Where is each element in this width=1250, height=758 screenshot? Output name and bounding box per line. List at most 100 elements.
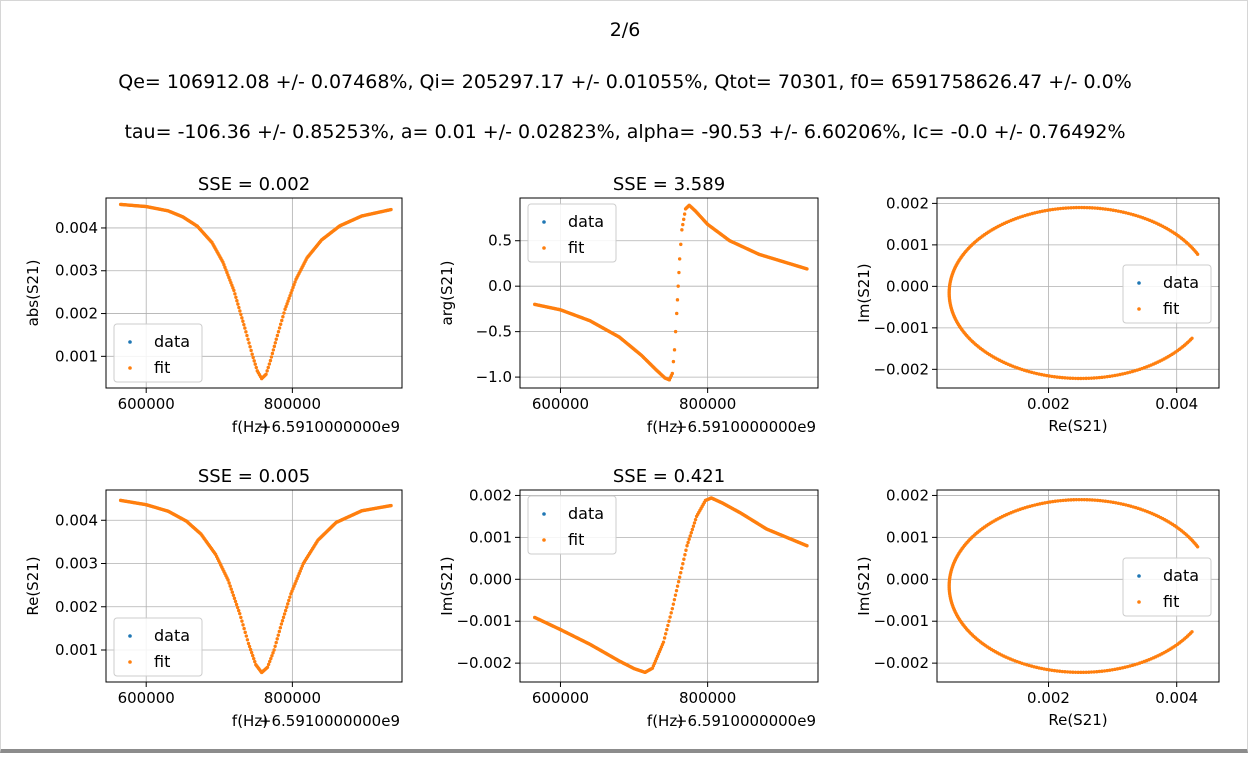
y-tick-label: 0.004 [55, 511, 98, 529]
legend-label: fit [1163, 592, 1179, 611]
fit-point [287, 598, 291, 603]
legend: data fit [1122, 264, 1212, 324]
x-tick-label: 0.004 [1155, 689, 1198, 707]
fit-point [291, 285, 295, 290]
fit-point [1050, 668, 1054, 672]
fit-point [232, 288, 236, 293]
fit-point [1103, 207, 1108, 211]
fit-point [1079, 205, 1084, 210]
x-offset-label: +6.5910000000e9 [675, 712, 816, 730]
x-axis-label: f(Hz) [647, 712, 683, 730]
axes-frame [936, 197, 1220, 389]
fit-point [1039, 666, 1044, 671]
legend-marker [542, 246, 546, 250]
axes-frame [519, 489, 819, 683]
fit-point [1116, 501, 1121, 505]
fit-point [265, 369, 269, 373]
series-fit [947, 497, 1200, 675]
fit-point [249, 650, 254, 655]
fit-point [1055, 375, 1059, 379]
fit-point [1102, 669, 1107, 673]
fit-point [662, 636, 667, 640]
legend-marker [542, 220, 546, 224]
fit-point [679, 571, 683, 575]
fit-point [1098, 498, 1102, 503]
fit-point [233, 599, 238, 604]
fit-point [1045, 500, 1050, 505]
fit-point [676, 579, 681, 584]
y-tick-label: 0.002 [469, 486, 512, 504]
fit-point [1056, 207, 1060, 211]
fit-point [284, 605, 289, 609]
fit-point [1064, 206, 1068, 210]
fit-point [290, 288, 294, 292]
legend-box [527, 203, 617, 263]
legend-label: fit [1163, 299, 1179, 318]
y-axis-label: arg(S21) [438, 261, 456, 326]
fit-point [672, 597, 677, 602]
fit-point [1060, 669, 1065, 674]
legend-marker [1137, 574, 1141, 578]
fit-point [1077, 205, 1081, 210]
fit-point [680, 228, 684, 232]
fit-point [241, 319, 245, 323]
fit-point [1111, 208, 1115, 212]
fit-point [239, 312, 243, 317]
series-fit [947, 205, 1200, 381]
fit-point [271, 348, 276, 352]
fit-point [1040, 501, 1045, 506]
fit-point [1082, 497, 1087, 502]
fit-point [1108, 500, 1113, 504]
fit-point [1060, 375, 1065, 380]
y-tick-label: 0.0 [488, 277, 512, 295]
legend-marker [128, 340, 132, 344]
fit-point [1072, 498, 1076, 502]
fit-point [1081, 376, 1086, 381]
fit-point [675, 311, 679, 316]
fit-point [287, 296, 291, 301]
x-axis-label: f(Hz) [232, 712, 268, 730]
fit-point [289, 291, 293, 295]
fit-point [286, 602, 290, 606]
fit-point [667, 619, 671, 623]
fit-point [682, 212, 687, 216]
y-axis-label: abs(S21) [24, 260, 42, 327]
fit-point [1045, 373, 1049, 378]
fit-point [230, 283, 234, 287]
fit-point [232, 596, 237, 601]
fit-point [1064, 498, 1068, 502]
series-fit [118, 202, 393, 381]
fit-point [687, 537, 691, 541]
legend-marker [128, 660, 132, 664]
x-tick-label: 0.002 [1027, 689, 1070, 707]
subplot-title: SSE = 0.005 [198, 466, 310, 487]
legend-marker [542, 538, 546, 542]
fit-point [1052, 375, 1057, 379]
y-tick-label: −0.002 [456, 654, 512, 672]
fit-point [1042, 667, 1046, 671]
y-tick-label: 0.5 [488, 232, 512, 250]
x-offset-label: +6.5910000000e9 [259, 418, 400, 436]
fit-point [272, 648, 276, 652]
fit-point [252, 359, 256, 363]
fit-point [1079, 670, 1083, 675]
legend-label: data [568, 504, 604, 523]
x-axis-label: f(Hz) [232, 418, 268, 436]
fit-point [677, 257, 682, 261]
y-axis-label: Re(S21) [24, 556, 42, 615]
fit-point [1068, 670, 1072, 674]
fit-point [281, 315, 285, 319]
fit-point [267, 362, 272, 366]
fit-point [246, 337, 250, 341]
fit-point [1098, 206, 1102, 211]
fit-point [281, 615, 286, 620]
fit-point [1047, 668, 1051, 672]
fit-point [222, 263, 226, 267]
fit-point [229, 281, 233, 285]
fit-point [247, 644, 252, 649]
y-tick-label: −0.001 [873, 319, 929, 337]
fit-point [684, 548, 688, 552]
fit-point [1077, 497, 1081, 502]
fit-point [1097, 375, 1102, 380]
